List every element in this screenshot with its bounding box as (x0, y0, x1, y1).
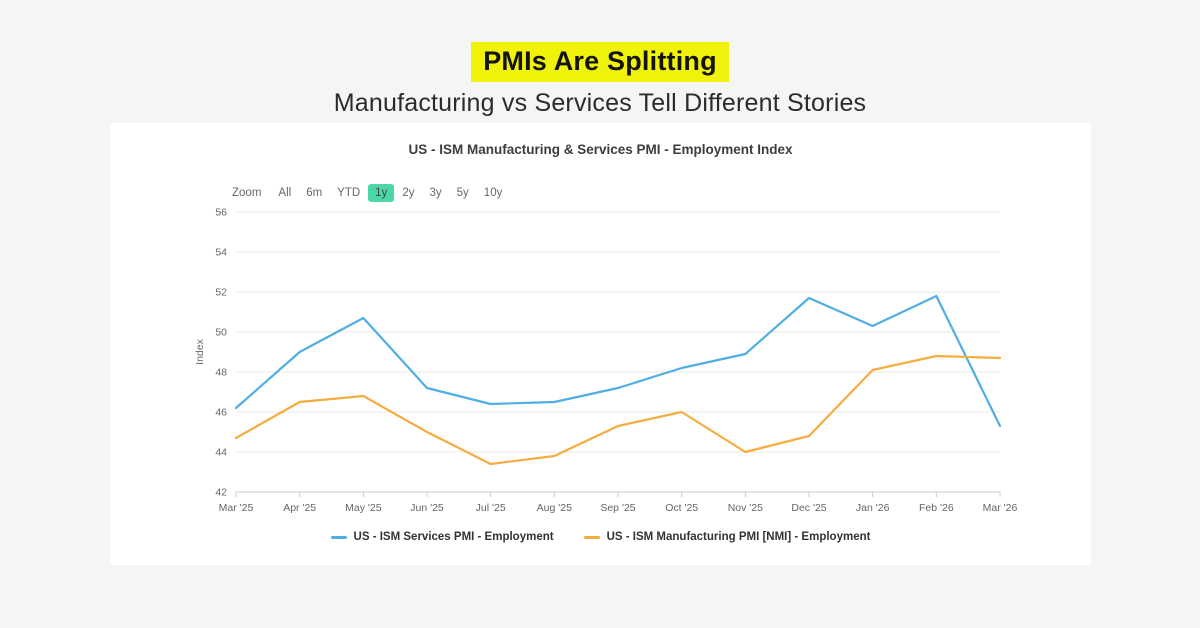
y-axis-label-48: 48 (215, 367, 227, 379)
x-axis-label-11: Feb '26 (919, 502, 954, 514)
y-axis-label-44: 44 (215, 447, 227, 459)
x-axis-label-0: Mar '25 (219, 502, 254, 514)
x-axis-label-6: Sep '25 (600, 502, 635, 514)
series-line-1 (234, 354, 1002, 466)
range-button-6m[interactable]: 6m (306, 187, 323, 199)
zoom-label: Zoom (232, 187, 262, 199)
x-axis-label-1: Apr '25 (283, 502, 316, 514)
legend-label: US - ISM Manufacturing PMI [NMI] - Emplo… (606, 531, 871, 543)
legend-dash-icon (583, 535, 600, 539)
x-axis-label-7: Oct '25 (665, 502, 698, 514)
series-line-0 (234, 294, 1002, 428)
x-axis-label-9: Dec '25 (791, 502, 826, 514)
chart-title: US - ISM Manufacturing & Services PMI - … (408, 142, 793, 157)
range-button-3y[interactable]: 3y (429, 187, 442, 199)
x-axis-label-4: Jul '25 (476, 502, 506, 514)
x-axis-label-5: Aug '25 (537, 502, 572, 514)
page-title: PMIs Are Splitting (471, 42, 729, 82)
x-axis-label-12: Mar '26 (983, 502, 1018, 514)
range-buttons: All 6m YTD 1y 2y 3y 5y 10y (271, 184, 510, 202)
page-subtitle: Manufacturing vs Services Tell Different… (333, 89, 867, 117)
zoom-toolbar: Zoom All 6m YTD 1y 2y 3y 5y 10y (232, 184, 510, 202)
x-axis-label-8: Nov '25 (728, 502, 763, 514)
x-axis-label-10: Jan '26 (856, 502, 890, 514)
range-button-10y[interactable]: 10y (483, 187, 503, 199)
y-axis-label-46: 46 (215, 407, 227, 419)
y-axis-label-42: 42 (215, 487, 227, 499)
legend-dash-icon (330, 535, 347, 539)
y-axis-label-56: 56 (215, 207, 227, 219)
legend-item-0[interactable]: US - ISM Services PMI - Employment (330, 531, 554, 543)
range-button-1y[interactable]: 1y (368, 184, 395, 202)
y-axis-title: Index (194, 338, 206, 364)
range-button-all[interactable]: All (278, 187, 292, 199)
page-header: PMIs Are Splitting Manufacturing vs Serv… (0, 0, 1200, 118)
legend-item-1[interactable]: US - ISM Manufacturing PMI [NMI] - Emplo… (583, 531, 871, 543)
x-axis-label-2: May '25 (345, 502, 382, 514)
y-axis-label-50: 50 (215, 327, 227, 339)
x-axis-label-3: Jun '25 (410, 502, 444, 514)
range-button-2y[interactable]: 2y (402, 187, 415, 199)
range-button-ytd[interactable]: YTD (337, 187, 361, 199)
legend-label: US - ISM Services PMI - Employment (353, 531, 554, 543)
range-button-5y[interactable]: 5y (456, 187, 469, 199)
y-axis-label-54: 54 (215, 247, 227, 259)
line-chart: 42 44 46 48 50 52 54 56 Mar '25 Apr '25 May '25 Jun… (194, 207, 1018, 515)
chart-legend: US - ISM Services PMI - Employment US - I… (110, 531, 1091, 543)
y-axis-label-52: 52 (215, 287, 227, 299)
chart-card: US - ISM Manufacturing & Services PMI - … (110, 123, 1091, 565)
